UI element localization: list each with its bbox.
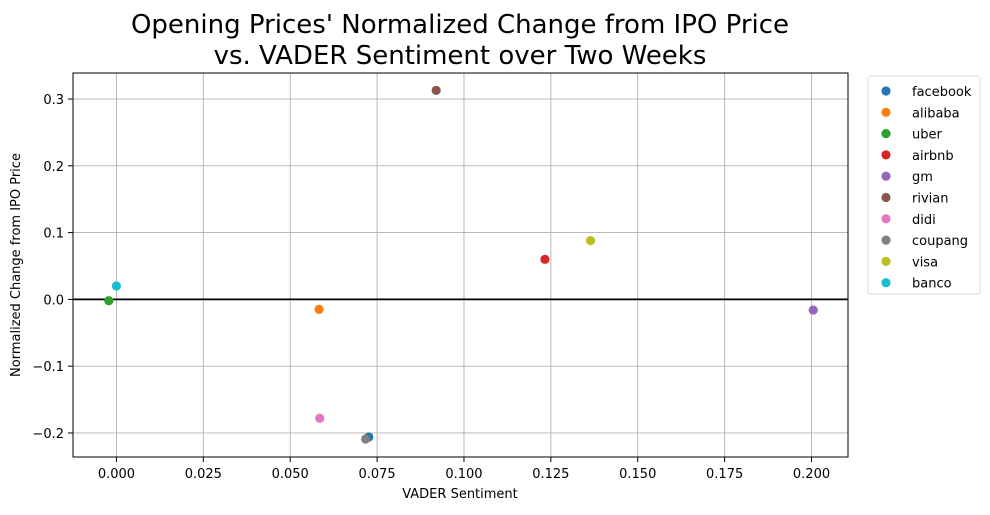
data-point-rivian: [431, 85, 441, 95]
legend-marker-visa: [881, 256, 891, 266]
y-tick-label: 0.0: [43, 293, 64, 308]
legend-label-facebook: facebook: [912, 85, 972, 100]
legend-label-airbnb: airbnb: [912, 149, 954, 164]
legend-label-coupang: coupang: [912, 234, 968, 249]
legend-label-uber: uber: [912, 128, 942, 143]
legend-marker-alibaba: [881, 107, 891, 117]
legend-marker-facebook: [881, 86, 891, 96]
chart-title-line-1: Opening Prices' Normalized Change from I…: [131, 10, 789, 40]
data-point-uber: [104, 296, 114, 306]
data-point-airbnb: [540, 254, 550, 264]
y-tick-label: 0.2: [43, 160, 64, 175]
legend: facebook alibaba uber airbnb gm rivian didi cou…: [867, 75, 981, 295]
y-axis-label: Normalized Change from IPO Price: [9, 153, 24, 377]
legend-label-didi: didi: [912, 213, 936, 228]
x-tick-label: 0.150: [619, 467, 656, 482]
legend-marker-uber: [881, 129, 891, 139]
grid-lines: [73, 73, 848, 457]
y-tick-label: −0.1: [32, 360, 64, 375]
y-tick-label: 0.3: [43, 93, 64, 108]
x-tick-label: 0.100: [445, 467, 482, 482]
legend-marker-rivian: [881, 192, 891, 203]
data-point-banco: [111, 281, 122, 291]
legend-marker-coupang: [881, 235, 891, 245]
data-point-alibaba: [314, 304, 324, 315]
legend-marker-airbnb: [881, 150, 891, 160]
legend-label-visa: visa: [912, 255, 938, 270]
legend-label-rivian: rivian: [912, 192, 948, 207]
legend-marker-didi: [881, 214, 891, 224]
data-point-coupang: [361, 434, 371, 444]
data-points: [104, 85, 818, 444]
data-point-didi: [315, 413, 325, 423]
data-point-gm: [808, 305, 818, 315]
x-tick-label: 0.175: [706, 467, 743, 482]
y-axis-ticks: −0.2 −0.1 0.0 0.1 0.2 0.3: [32, 93, 73, 442]
data-point-visa: [585, 236, 596, 246]
x-axis-label: VADER Sentiment: [402, 487, 518, 502]
x-tick-label: 0.075: [358, 467, 395, 482]
x-axis-ticks: 0.000 0.025 0.050 0.075 0.100 0.125 0.150 0.175…: [98, 457, 830, 482]
x-tick-label: 0.050: [272, 467, 309, 482]
chart-title-line-2: vs. VADER Sentiment over Two Weeks: [214, 41, 707, 71]
legend-box: [867, 75, 981, 295]
plot-area-frame: [72, 72, 849, 458]
legend-marker-banco: [881, 278, 891, 288]
x-tick-label: 0.000: [98, 467, 135, 482]
legend-label-gm: gm: [912, 170, 933, 185]
x-tick-label: 0.025: [185, 467, 222, 482]
legend-label-alibaba: alibaba: [912, 106, 960, 121]
x-tick-label: 0.200: [793, 467, 830, 482]
legend-label-banco: banco: [912, 277, 952, 292]
y-tick-label: 0.1: [43, 227, 64, 242]
x-tick-label: 0.125: [532, 467, 569, 482]
legend-marker-gm: [881, 171, 891, 181]
y-tick-label: −0.2: [32, 427, 64, 442]
